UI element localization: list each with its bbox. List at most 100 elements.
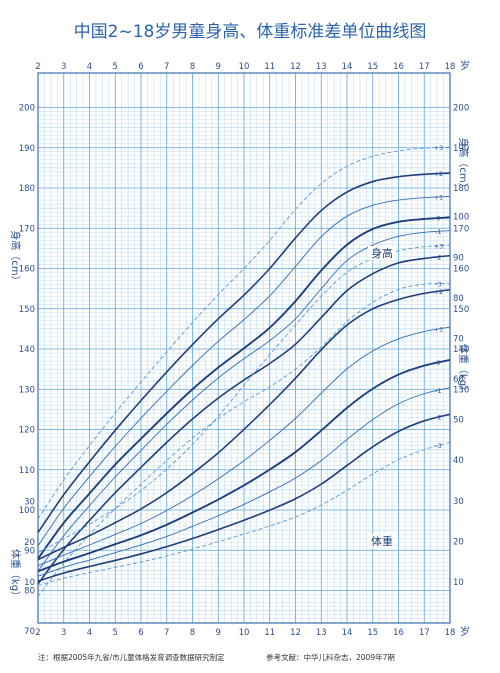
- x-tick-label-bottom: 13: [316, 628, 327, 638]
- left-height-tick-label: 120: [19, 426, 35, 436]
- height-curve-plus2: [37, 172, 451, 533]
- right-weight-tick-label: 70: [453, 334, 464, 344]
- x-tick-label-top: 18: [445, 62, 456, 72]
- weight-sd-label: -3: [435, 442, 441, 450]
- height-curve-plus3: [37, 146, 451, 520]
- height-sd-label: -1: [435, 228, 441, 236]
- x-tick-label-bottom: 12: [290, 628, 301, 638]
- x-tick-label-top: 17: [419, 62, 430, 72]
- left-weight-tick-label: 20: [24, 538, 35, 548]
- left-height-tick-label: 130: [19, 385, 35, 395]
- x-tick-label-bottom: 5: [113, 628, 118, 638]
- left-height-tick-label: 170: [19, 224, 35, 234]
- height-sd-label: +2: [434, 170, 444, 178]
- x-tick-label-top: 6: [138, 62, 143, 72]
- right-height-tick-label: 130: [453, 385, 469, 395]
- weight-sd-label: 0: [436, 359, 440, 367]
- x-tick-label-bottom: 3: [61, 628, 66, 638]
- weight-sd-label: +2: [434, 288, 444, 296]
- x-tick-label-top: 9: [216, 62, 221, 72]
- section-label-height: 身高: [371, 246, 393, 260]
- right-weight-tick-label: 10: [453, 578, 464, 588]
- x-tick-label-top: 12: [290, 62, 301, 72]
- x-tick-label-top: 10: [239, 62, 250, 72]
- x-tick-label-top: 14: [342, 62, 353, 72]
- axes: 2 2 3 3 4 4 5 5 6 6 7 7 8 8 9 9 10 10 11 11 12 12 13 13 14 14 15 15…: [9, 59, 470, 638]
- weight-curve-plus1: [37, 326, 451, 567]
- weight-sd-label: -2: [435, 414, 441, 422]
- section-label-weight-bg: [368, 534, 396, 548]
- x-tick-label-bottom: 11: [264, 628, 275, 638]
- right-weight-tick-label: 30: [453, 497, 464, 507]
- right-weight-axis-label: 体重（kg）: [457, 344, 470, 396]
- height-sd-label: 0: [436, 215, 440, 223]
- left-height-tick-label: 160: [19, 265, 35, 275]
- left-height-tick-label: 190: [19, 144, 35, 154]
- height-curve-minus2: [37, 254, 451, 585]
- height-sd-label: -3: [435, 280, 441, 288]
- height-sd-label: +3: [434, 144, 444, 152]
- x-tick-label-bottom: 17: [419, 628, 430, 638]
- height-curve-0: [37, 216, 451, 560]
- right-height-tick-label: 170: [453, 224, 469, 234]
- x-tick-label-bottom: 4: [87, 628, 92, 638]
- right-height-axis-label: 身高（cm）: [457, 137, 470, 192]
- x-tick-label-bottom: 2: [35, 628, 40, 638]
- weight-curve-0: [37, 359, 451, 573]
- x-tick-label-bottom: 8: [190, 628, 195, 638]
- right-weight-tick-label: 90: [453, 253, 464, 263]
- x-tick-label-bottom: 6: [138, 628, 143, 638]
- left-height-tick-label: 180: [19, 184, 35, 194]
- right-weight-tick-label: 60: [453, 375, 464, 385]
- plot-border: [37, 72, 451, 624]
- right-weight-tick-label: 50: [453, 416, 464, 426]
- weight-sd-label: +1: [434, 326, 444, 334]
- right-weight-tick-label: 20: [453, 537, 464, 547]
- left-weight-tick-label: 30: [24, 498, 35, 508]
- x-tick-label-bottom: 10: [239, 628, 250, 638]
- right-weight-tick-label: 80: [453, 294, 464, 304]
- height-curve-plus1: [37, 196, 451, 547]
- footer-reference: 参考文献：中华儿科杂志，2009年7期: [266, 652, 395, 662]
- x-tick-label-top: 2: [35, 62, 40, 72]
- x-tick-label-bottom: 7: [164, 628, 169, 638]
- right-height-tick-label: 200: [453, 104, 469, 114]
- weight-curve-minus3: [37, 441, 451, 587]
- section-label-height-bg: [368, 246, 396, 260]
- left-height-tick-label: 140: [19, 345, 35, 355]
- height-curve-minus1: [37, 230, 451, 572]
- weight-sd-label: +3: [434, 242, 444, 250]
- right-height-tick-label: 140: [453, 345, 469, 355]
- x-tick-label-top: 5: [113, 62, 118, 72]
- height-curve-minus3: [37, 282, 451, 597]
- left-height-tick-label: 150: [19, 305, 35, 315]
- x-tick-label-top: 15: [367, 62, 378, 72]
- curves: [37, 146, 451, 597]
- x-tick-label-top: 13: [316, 62, 327, 72]
- x-tick-label-bottom: 18: [445, 628, 456, 638]
- x-tick-label-top: 11: [264, 62, 275, 72]
- x-tick-label-bottom: 14: [342, 628, 353, 638]
- x-axis-unit-bottom: 岁: [460, 625, 470, 638]
- weight-curve-plus2: [37, 288, 451, 561]
- x-axis-unit-top: 岁: [460, 59, 470, 72]
- right-height-tick-label: 180: [453, 184, 469, 194]
- x-tick-label-bottom: 9: [216, 628, 221, 638]
- x-tick-label-top: 8: [190, 62, 195, 72]
- height-sd-label: +1: [434, 193, 444, 201]
- x-tick-label-top: 7: [164, 62, 169, 72]
- footer-note: 注：根据2005年九省/市儿童体格发育调查数据研究制定: [38, 652, 225, 662]
- x-tick-label-top: 16: [393, 62, 404, 72]
- x-tick-label-top: 3: [61, 62, 66, 72]
- left-height-tick-label: 100: [19, 506, 35, 516]
- left-height-tick-label: 110: [19, 466, 35, 476]
- weight-curve-minus2: [37, 413, 451, 582]
- x-tick-label-bottom: 15: [367, 628, 378, 638]
- plot-frame: [37, 72, 451, 624]
- height-sd-label: -2: [435, 253, 441, 261]
- left-weight-axis-label: 体重（kg）: [9, 549, 22, 601]
- left-height-tick-label: 70: [24, 627, 35, 637]
- left-height-tick-label: 200: [19, 104, 35, 114]
- weight-curve-minus1: [37, 387, 451, 577]
